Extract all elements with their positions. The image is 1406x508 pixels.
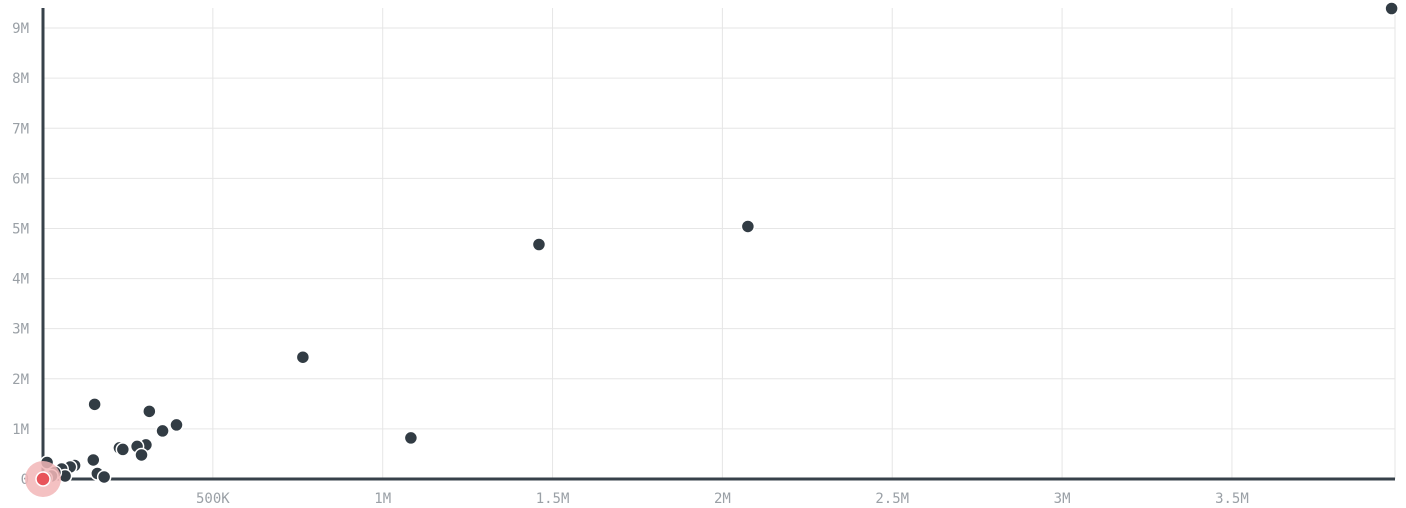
x-tick-label: 2.5M xyxy=(875,491,909,507)
y-tick-label: 0 xyxy=(21,472,29,488)
y-tick-label: 3M xyxy=(12,322,29,338)
x-tick-label: 3M xyxy=(1054,491,1071,507)
data-point[interactable] xyxy=(142,404,157,419)
data-point[interactable] xyxy=(86,452,101,468)
axes xyxy=(41,8,1395,481)
data-points xyxy=(25,1,1399,497)
y-tick-label: 8M xyxy=(12,71,29,87)
y-tick-label: 1M xyxy=(12,422,29,438)
data-point[interactable] xyxy=(1384,1,1399,16)
data-point[interactable] xyxy=(531,237,547,252)
y-tick-label: 2M xyxy=(12,372,29,388)
x-tick-label: 500K xyxy=(196,491,230,507)
grid xyxy=(43,8,1396,479)
data-point[interactable] xyxy=(740,219,756,234)
data-point[interactable] xyxy=(155,423,170,439)
y-tick-label: 5M xyxy=(12,221,29,237)
y-tick-label: 9M xyxy=(12,21,29,37)
data-point[interactable] xyxy=(295,349,311,365)
data-point[interactable] xyxy=(134,447,149,463)
data-point[interactable] xyxy=(403,430,419,446)
y-tick-label: 6M xyxy=(12,171,29,187)
y-tick-label: 4M xyxy=(12,272,29,288)
data-point[interactable] xyxy=(115,442,131,457)
tick-labels: 0 1M 2M 3M 4M 5M 6M 7M 8M 9M 500K 1M 1.5M 2M 2.5M 3M 3.5… xyxy=(12,21,1249,507)
y-tick-label: 7M xyxy=(12,121,29,137)
data-point[interactable] xyxy=(87,397,102,412)
highlighted-data-point[interactable] xyxy=(35,471,51,487)
data-point[interactable] xyxy=(96,469,112,485)
x-tick-label: 1M xyxy=(374,491,391,507)
x-tick-label: 1.5M xyxy=(536,491,570,507)
data-point[interactable] xyxy=(169,417,184,433)
x-tick-label: 3.5M xyxy=(1215,491,1249,507)
x-tick-label: 2M xyxy=(714,491,731,507)
